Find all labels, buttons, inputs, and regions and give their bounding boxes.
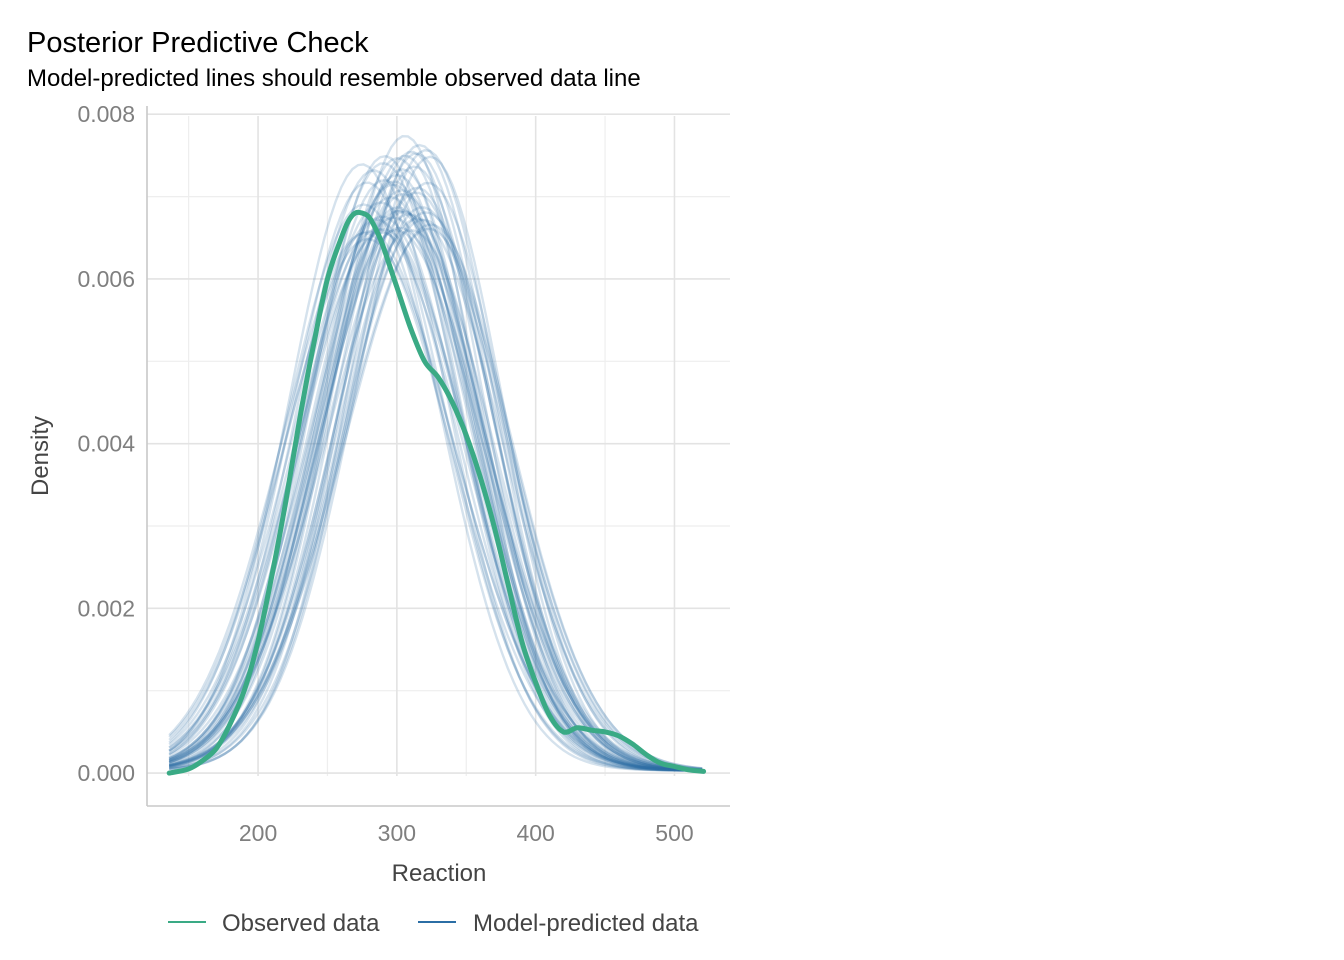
x-axis-title: Reaction	[392, 860, 487, 887]
x-tick-label: 200	[239, 820, 277, 846]
predicted-line	[168, 223, 703, 770]
predicted-line	[168, 216, 703, 772]
grid	[147, 113, 730, 776]
y-tick-label: 0.004	[77, 431, 135, 457]
predicted-line	[168, 215, 703, 772]
predicted-line	[168, 218, 703, 772]
predicted-line	[169, 148, 703, 772]
observed-line	[166, 209, 707, 776]
predicted-line	[168, 192, 703, 772]
predicted-line	[168, 201, 703, 772]
predicted-line	[169, 165, 703, 772]
legend: Observed data Model-predicted data	[168, 910, 699, 937]
axes: 200 300 400 500 0.000 0.002 0.004 0.006 0.008	[77, 101, 730, 846]
predicted-line	[168, 162, 703, 772]
legend-predicted-label: Model-predicted data	[473, 910, 699, 937]
predicted-line	[168, 195, 703, 772]
y-axis-title: Density	[27, 416, 54, 496]
predicted-line	[168, 178, 703, 772]
predicted-line	[168, 167, 703, 772]
x-tick-label: 400	[516, 820, 554, 846]
predicted-line	[168, 210, 703, 772]
predicted-line	[168, 206, 703, 771]
predicted-line	[168, 155, 703, 772]
predicted-line	[168, 203, 703, 772]
predicted-line	[168, 218, 703, 770]
predicted-line	[168, 228, 703, 772]
predicted-line	[168, 208, 703, 771]
predicted-line	[169, 143, 703, 772]
predicted-line	[169, 181, 703, 771]
predicted-line	[168, 212, 703, 771]
predicted-line	[169, 155, 703, 772]
predicted-line	[168, 188, 703, 772]
observed-line-group	[166, 209, 707, 776]
predicted-line	[168, 169, 703, 772]
legend-observed-label: Observed data	[222, 910, 380, 937]
x-tick-label: 500	[655, 820, 693, 846]
predicted-lines	[168, 134, 703, 772]
predicted-line	[168, 186, 703, 772]
predicted-line	[168, 134, 703, 772]
y-tick-label: 0.008	[77, 101, 135, 127]
chart-subtitle: Model-predicted lines should resemble ob…	[27, 65, 641, 92]
predicted-line	[168, 191, 703, 772]
x-tick-label: 300	[378, 820, 416, 846]
chart-title: Posterior Predictive Check	[27, 27, 369, 59]
y-tick-label: 0.002	[77, 595, 135, 621]
y-tick-label: 0.006	[77, 266, 135, 292]
predicted-line	[168, 227, 703, 770]
predicted-line	[168, 228, 703, 772]
predicted-line	[169, 152, 703, 772]
predicted-line	[168, 237, 703, 772]
predicted-line	[168, 231, 703, 772]
predicted-line	[168, 163, 703, 772]
predicted-line	[168, 181, 703, 772]
y-tick-label: 0.000	[77, 760, 135, 786]
predicted-line	[168, 150, 703, 772]
predicted-line	[168, 156, 703, 772]
predicted-line	[168, 231, 703, 772]
predicted-line	[168, 229, 703, 771]
